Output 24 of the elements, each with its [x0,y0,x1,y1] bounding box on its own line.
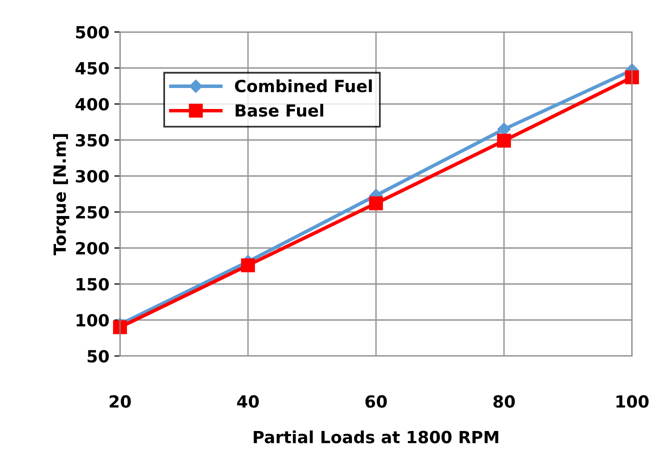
point [625,70,639,84]
x-tick-label: 80 [493,395,515,408]
point [497,122,511,136]
point [497,134,511,148]
y-tick-label: 300 [76,170,109,183]
point [369,196,383,210]
y-tick-label: 350 [76,134,109,147]
x-axis-title: Partial Loads at 1800 RPM [254,430,498,444]
x-tick-label: 40 [237,395,259,408]
y-tick-label: 450 [76,62,109,75]
legend-label: Combined Fuel [235,79,372,92]
y-tick-label: 100 [76,314,109,327]
legend-label: Base Fuel [236,104,324,117]
x-tick-label: 60 [365,395,387,408]
x-tick-label: 20 [110,395,131,408]
y-tick-label: 400 [76,98,109,111]
y-tick-label: 250 [76,206,109,219]
x-tick-label: 100 [616,395,649,408]
point [241,258,255,272]
y-axis-title: Torque [N.m] [53,134,70,256]
y-tick-label: 500 [76,26,109,39]
y-tick-label: 50 [88,350,109,363]
y-tick-label: 150 [76,278,109,291]
y-tick-label: 200 [76,242,109,255]
